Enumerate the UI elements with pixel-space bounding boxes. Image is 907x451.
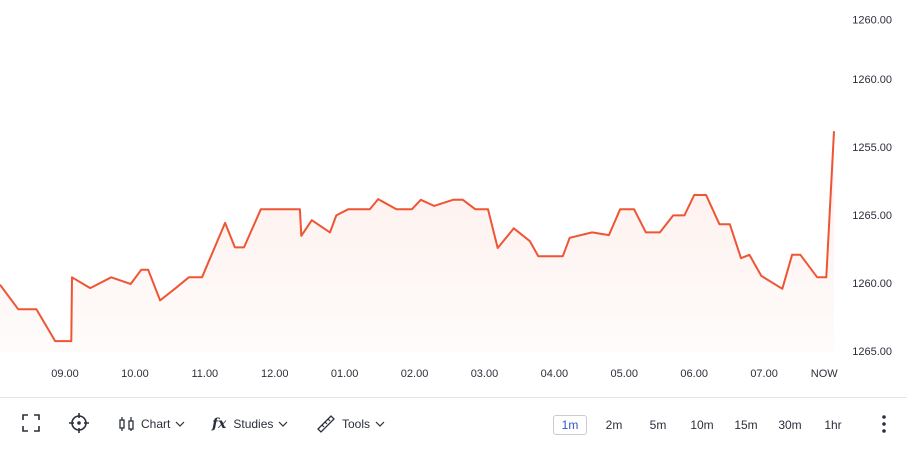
interval-button[interactable]: 1m xyxy=(553,415,587,435)
y-tick-label: 1265.00 xyxy=(852,346,892,358)
chevron xyxy=(175,421,185,427)
y-tick-label: 1260.00 xyxy=(852,14,892,26)
x-tick-label: 04.00 xyxy=(541,368,569,380)
candle-icon xyxy=(119,417,134,431)
button-label: Tools xyxy=(342,417,371,431)
interval-button[interactable]: 10m xyxy=(690,418,714,432)
x-tick-label: 05.00 xyxy=(611,368,639,380)
x-tick-label: 10.00 xyxy=(121,368,149,380)
x-tick-label: 02.00 xyxy=(401,368,429,380)
price-line xyxy=(0,131,835,343)
y-tick-label: 1265.00 xyxy=(852,210,892,222)
x-tick-label: 06.00 xyxy=(680,368,708,380)
interval-button[interactable]: 1hr xyxy=(824,418,842,432)
x-tick-label: 07.00 xyxy=(750,368,778,380)
ruler-icon xyxy=(317,415,335,433)
interval-button[interactable]: 5m xyxy=(649,418,667,432)
x-tick-label: 01.00 xyxy=(331,368,359,380)
toolbar: Chart fx Studies Tools 1m 2m 5m 10m 15m 30m 1h… xyxy=(0,397,907,451)
studies-button[interactable]: fx Studies xyxy=(212,412,289,436)
x-tick-label: 11.00 xyxy=(191,368,218,380)
fullscreen-icon[interactable] xyxy=(20,412,42,436)
x-tick-label: 12.00 xyxy=(261,368,289,380)
fx-icon: fx xyxy=(212,416,227,432)
y-tick-label: 1260.00 xyxy=(852,278,892,290)
x-tick-label: 09.00 xyxy=(51,368,79,380)
button-label: Studies xyxy=(233,417,274,431)
x-tick-label: 03.00 xyxy=(471,368,499,380)
chart-button[interactable]: Chart xyxy=(118,412,186,436)
more-menu[interactable] xyxy=(877,412,891,436)
crosshair-icon[interactable] xyxy=(68,412,90,436)
button-label: Chart xyxy=(141,417,171,431)
interval-button[interactable]: 2m xyxy=(605,418,623,432)
interval-button[interactable]: 15m xyxy=(734,418,758,432)
chevron xyxy=(375,421,385,427)
x-tick-label: NOW xyxy=(811,368,839,380)
y-tick-label: 1260.00 xyxy=(852,74,892,86)
y-tick-label: 1255.00 xyxy=(852,142,892,154)
tools-button[interactable]: Tools xyxy=(316,412,386,436)
chevron xyxy=(278,421,288,427)
chart: 1265.00 1260.00 1265.00 1255.00 1260.00 1260.… xyxy=(0,14,892,380)
area xyxy=(0,131,834,352)
interval-button[interactable]: 30m xyxy=(778,418,802,432)
